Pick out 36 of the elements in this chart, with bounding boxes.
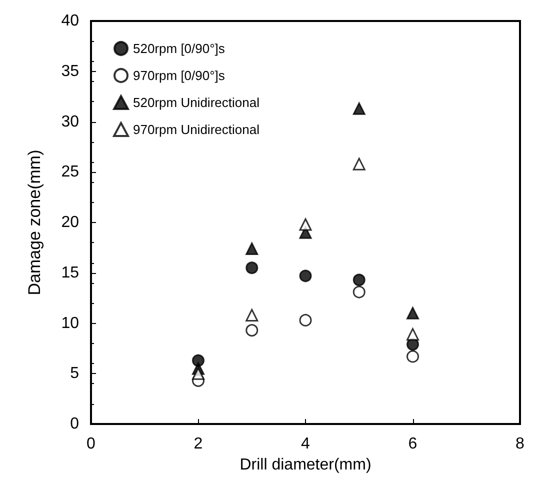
y-axis-title: Damage zone(mm) <box>25 150 44 296</box>
point <box>246 308 258 322</box>
legend-label: 970rpm [0/90°]s <box>133 68 226 83</box>
point <box>352 102 366 115</box>
x-axis-title: Drill diameter(mm) <box>240 456 372 474</box>
y-tick-label: 5 <box>70 365 80 382</box>
point <box>246 262 258 274</box>
y-tick-label: 25 <box>61 164 80 181</box>
x-tick-label: 0 <box>86 436 96 452</box>
legend-label: 520rpm Unidirectional <box>133 95 260 110</box>
point <box>406 328 419 341</box>
y-tick-label: 20 <box>61 214 80 231</box>
point <box>299 218 312 231</box>
point <box>352 158 366 170</box>
x-tick-label: 2 <box>194 436 203 452</box>
y-tick-label: 10 <box>61 314 80 332</box>
point <box>246 324 258 337</box>
point <box>352 274 366 286</box>
point <box>352 286 366 298</box>
y-tick-label: 30 <box>61 113 80 130</box>
x-tick-label: 4 <box>301 436 310 452</box>
y-tick-label: 40 <box>61 12 80 30</box>
point <box>246 242 258 255</box>
y-tick-label: 15 <box>61 264 80 282</box>
point <box>299 314 312 326</box>
point <box>406 350 419 363</box>
point <box>192 354 204 367</box>
point <box>406 306 419 320</box>
y-tick-label: 0 <box>70 416 80 432</box>
point <box>192 367 204 380</box>
x-tick-label: 6 <box>408 436 418 452</box>
x-tick-label: 8 <box>516 436 525 452</box>
legend-label: 520rpm [0/90°]s <box>133 41 226 56</box>
y-tick-label: 35 <box>61 62 80 80</box>
legend-label: 970rpm Unidirectional <box>133 122 260 137</box>
point <box>299 270 312 282</box>
